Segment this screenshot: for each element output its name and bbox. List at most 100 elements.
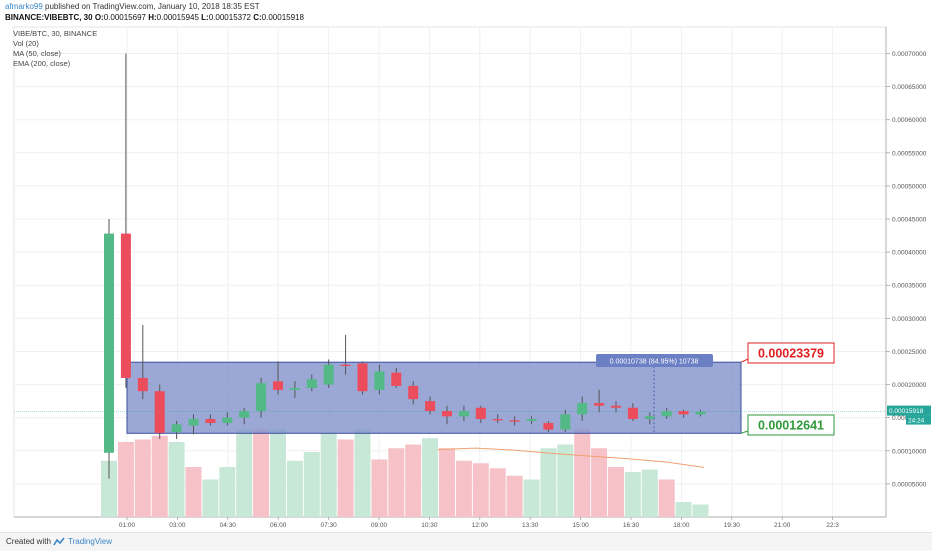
volume-bar <box>472 463 489 517</box>
volume-bar <box>692 504 709 517</box>
volume-bar <box>202 479 219 517</box>
timer-tag-bg <box>906 415 931 425</box>
candle-body <box>425 401 436 412</box>
author-link[interactable]: afmarko99 <box>5 2 43 11</box>
bottom-callout-box <box>747 414 835 436</box>
volume-bar <box>608 467 624 517</box>
volume-bar <box>270 429 286 517</box>
candle-body <box>340 364 351 367</box>
measure-label: 0.00010738 (84.95%) 10738 <box>610 359 699 366</box>
candle-body <box>104 233 114 453</box>
ohlc-close: 0.00015918 <box>261 13 304 22</box>
volume-bar <box>489 468 506 517</box>
footer: Created with TradingView <box>0 532 932 551</box>
publish-line: afmarko99 published on TradingView.com, … <box>5 2 260 11</box>
volume-bar <box>540 448 557 517</box>
timer-tag: 24:24 <box>908 418 925 425</box>
y-tick-label: 0.00035000 <box>892 283 927 290</box>
volume-bar <box>388 448 405 517</box>
candle-body <box>627 407 638 419</box>
x-tick-label: 12:00 <box>472 522 489 529</box>
volume-bar <box>151 435 168 517</box>
x-tick-label: 13:30 <box>522 522 539 529</box>
candle-body <box>560 414 571 430</box>
candle-body <box>273 381 283 390</box>
x-tick-label: 06:00 <box>270 522 287 529</box>
y-tick-label: 0.00065000 <box>892 84 927 91</box>
x-tick-label: 07:30 <box>320 522 337 529</box>
x-tick-label: 19:30 <box>724 522 741 529</box>
y-tick-label: 0.00070000 <box>892 51 927 58</box>
volume-bar <box>506 475 523 517</box>
top-callout-box <box>747 342 835 364</box>
volume-bar <box>117 442 134 517</box>
top-callout-label: 0.00023379 <box>758 347 824 361</box>
volume-bar <box>523 479 540 517</box>
x-tick-label: 21:00 <box>774 522 791 529</box>
ma-line <box>437 447 705 468</box>
ohlc-low: 0.00015372 <box>208 13 251 22</box>
volume-bar <box>675 502 692 517</box>
x-tick-label: 10:30 <box>421 522 438 529</box>
tradingview-logo-icon <box>53 537 65 546</box>
candle-body <box>374 371 385 390</box>
candle-body <box>137 377 148 392</box>
y-tick-label: 0.00030000 <box>892 316 927 323</box>
volume-bar <box>658 479 675 517</box>
candle-body <box>661 411 672 417</box>
y-tick-label: 0.00045000 <box>892 217 927 224</box>
candle-body <box>222 417 233 423</box>
volume-bar <box>371 459 388 517</box>
candle-body <box>678 411 689 415</box>
ohlc-high-key: H: <box>148 13 157 22</box>
candle-body <box>171 424 182 433</box>
candle-body <box>695 411 706 415</box>
legend-ma[interactable]: MA (50, close) <box>13 49 61 58</box>
candle-body <box>509 420 520 422</box>
candle-body <box>120 233 131 378</box>
y-tick-label: 0.00020000 <box>892 382 927 389</box>
volume-bar <box>439 448 455 517</box>
volume-bar <box>303 452 320 517</box>
candle-body <box>594 403 605 406</box>
candle-body <box>458 411 469 417</box>
volume-bar <box>134 439 151 517</box>
volume-bar <box>253 429 270 517</box>
volume-bar <box>624 472 641 517</box>
y-tick-label: 0.00010000 <box>892 448 927 455</box>
candle-body <box>289 387 300 390</box>
volume-bar <box>455 460 472 517</box>
candle-body <box>611 405 621 408</box>
legend-vol[interactable]: Vol (20) <box>13 39 39 48</box>
volume-bar <box>591 448 608 517</box>
measure-label-bg <box>596 354 713 367</box>
ohlc-open-key: O: <box>94 13 104 22</box>
candle-body <box>492 419 503 421</box>
y-tick-label: 0.00050000 <box>892 183 927 190</box>
candle-body <box>154 391 165 433</box>
candle-body <box>442 411 452 417</box>
indicator-legend: VIBE/BTC, 30, BINANCE Vol (20) MA (50, c… <box>13 29 97 69</box>
volume-bar <box>405 444 422 517</box>
chart-header: afmarko99 published on TradingView.com, … <box>0 0 932 26</box>
candle-body <box>357 363 368 392</box>
volume-bar <box>574 429 591 517</box>
volume-bar <box>337 439 354 517</box>
volume-bar <box>168 442 185 517</box>
y-tick-label: 0.00005000 <box>892 481 927 488</box>
tradingview-brand[interactable]: TradingView <box>68 537 113 546</box>
volume-bar <box>101 460 117 517</box>
legend-symbol[interactable]: VIBE/BTC, 30, BINANCE <box>13 29 98 38</box>
created-with-label: Created with <box>6 537 51 546</box>
volume-bar <box>354 429 371 517</box>
candle-body <box>239 411 250 418</box>
volume-bar <box>286 460 303 517</box>
y-tick-label: 0.00055000 <box>892 150 927 157</box>
candle-body <box>526 419 537 421</box>
volume-bar <box>219 467 236 517</box>
x-tick-label: 15:00 <box>572 522 589 529</box>
legend-ema[interactable]: EMA (200, close) <box>13 59 71 68</box>
price-tag: 0.00015918 <box>889 408 924 415</box>
candle-body <box>323 364 334 385</box>
publish-info: published on TradingView.com, January 10… <box>45 2 260 11</box>
